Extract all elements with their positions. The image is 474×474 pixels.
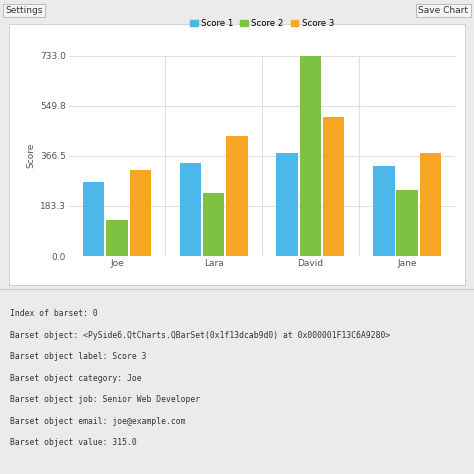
Text: Barset object job: Senior Web Developer: Barset object job: Senior Web Developer — [10, 395, 201, 404]
Text: Barset object category: Joe: Barset object category: Joe — [10, 374, 142, 383]
Bar — [373, 166, 394, 256]
Bar — [276, 154, 298, 256]
Bar — [323, 117, 344, 256]
Y-axis label: Score: Score — [27, 143, 36, 168]
Bar — [419, 154, 441, 256]
Bar — [106, 220, 128, 256]
Bar — [396, 191, 418, 256]
Text: Barset object label: Score 3: Barset object label: Score 3 — [10, 353, 147, 362]
Bar — [300, 56, 321, 256]
Legend: Score 1, Score 2, Score 3: Score 1, Score 2, Score 3 — [186, 16, 337, 32]
Bar — [129, 170, 151, 256]
Text: Save Chart: Save Chart — [419, 6, 468, 15]
Text: Settings: Settings — [6, 6, 43, 15]
Bar — [226, 136, 247, 256]
Bar — [180, 163, 201, 256]
Text: Index of barset: 0: Index of barset: 0 — [10, 310, 98, 319]
Bar — [203, 193, 224, 256]
Text: Barset object: <PySide6.QtCharts.QBarSet(0x1f13dcab9d0) at 0x000001F13C6A9280>: Barset object: <PySide6.QtCharts.QBarSet… — [10, 331, 391, 340]
Text: Barset object value: 315.0: Barset object value: 315.0 — [10, 438, 137, 447]
Text: Barset object email: joe@example.com: Barset object email: joe@example.com — [10, 417, 186, 426]
Bar — [83, 182, 104, 256]
